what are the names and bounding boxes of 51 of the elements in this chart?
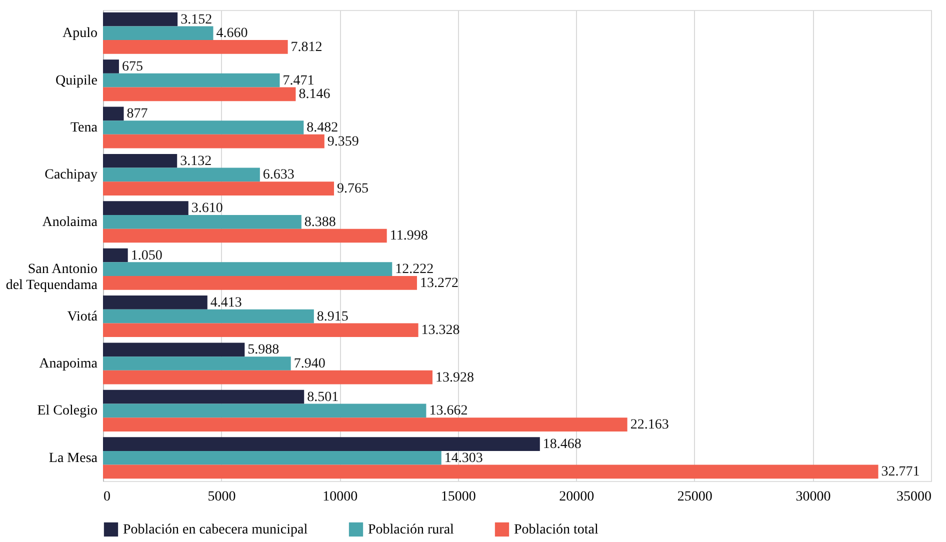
data-label: 22.163	[630, 418, 669, 433]
x-tick-label: 35000	[896, 490, 932, 504]
x-tick-label: 30000	[796, 490, 831, 504]
data-label: 3.132	[180, 154, 212, 169]
data-label: 7.471	[282, 73, 314, 88]
y-tick-label: Apulo	[62, 26, 98, 42]
data-label: 13.328	[421, 323, 460, 338]
x-tick-label: 15000	[440, 490, 476, 504]
data-label: 4.660	[216, 26, 248, 42]
legend-label: Población rural	[368, 522, 454, 538]
x-tick-label: 5000	[208, 490, 236, 504]
data-label: 7.812	[290, 40, 322, 55]
data-label: 18.468	[542, 437, 582, 452]
data-label: 3.152	[180, 12, 212, 28]
data-label: 675	[122, 59, 143, 74]
data-label: 6.633	[262, 168, 294, 183]
data-label: 5.988	[248, 342, 280, 358]
x-tick-label: 10000	[322, 490, 358, 504]
y-tick-label: Cachipay	[44, 168, 98, 183]
data-label: 7.940	[294, 356, 326, 372]
y-tick-label: Anapoima	[39, 356, 98, 372]
y-tick-label: Anolaima	[42, 214, 98, 230]
data-label: 8.388	[304, 214, 336, 230]
data-label: 3.610	[191, 201, 223, 216]
data-label: 8.146	[298, 87, 330, 102]
y-tick-label: El Colegio	[37, 404, 98, 419]
data-label: 12.222	[395, 262, 434, 278]
y-tick-label: Viotá	[67, 309, 98, 324]
legend-label: Población en cabecera municipal	[123, 522, 308, 538]
data-label: 1.050	[130, 248, 162, 264]
data-label: 8.501	[307, 390, 339, 405]
data-label: 13.272	[420, 276, 458, 291]
data-label: 11.998	[390, 228, 428, 244]
y-tick-label: Quipile	[56, 73, 98, 88]
legend-label: Población total	[514, 522, 598, 538]
data-label: 14.303	[444, 450, 483, 466]
y-tick-label: La Mesa	[48, 450, 98, 466]
data-label: 8.915	[316, 309, 348, 324]
x-tick-label: 20000	[559, 490, 594, 504]
y-tick-label: Tena	[70, 120, 98, 136]
data-label: 13.928	[435, 370, 474, 386]
x-tick-label: 0	[104, 490, 110, 504]
data-label: 877	[126, 106, 148, 122]
data-label: 13.662	[429, 404, 468, 419]
x-tick-label: 25000	[677, 490, 712, 504]
data-label: 4.413	[210, 295, 242, 310]
data-label: 8.482	[306, 120, 338, 136]
data-label: 9.359	[327, 134, 359, 150]
data-label: 9.765	[337, 182, 369, 197]
y-tick-label: San Antonio del Tequendama	[6, 262, 98, 294]
data-label: 32.771	[881, 464, 920, 480]
